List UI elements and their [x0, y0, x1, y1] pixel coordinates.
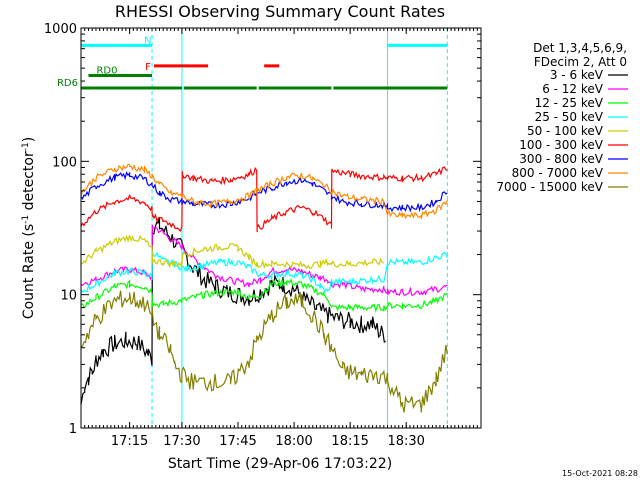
footer-timestamp: 15-Oct-2021 08:28: [562, 469, 638, 478]
y-tick-label: 10: [60, 289, 77, 304]
legend-entry-label: 3 - 6 keV: [550, 68, 604, 82]
y-axis-title-part: ): [21, 137, 37, 142]
x-tick-label: 18:00: [275, 434, 312, 449]
chart-title: RHESSI Observing Summary Count Rates: [115, 2, 445, 21]
series-line: [80, 277, 448, 313]
legend-entry-label: 12 - 25 keV: [535, 96, 604, 110]
legend-entry-label: 300 - 800 keV: [519, 152, 603, 166]
x-tick-label: 17:45: [219, 434, 256, 449]
x-tick-label: 18:30: [387, 434, 424, 449]
y-tick-label: 100: [52, 155, 77, 170]
y-axis-title-part: detector: [21, 151, 37, 215]
legend-entry-label: 7000 - 15000 keV: [496, 180, 603, 194]
state-bar-label: RD6: [57, 78, 78, 89]
legend-entry-label: 6 - 12 keV: [542, 82, 604, 96]
legend-header-line: Det 1,3,4,5,6,9,: [533, 41, 627, 55]
state-bar-label: N: [144, 35, 151, 46]
legend-entry-label: 50 - 100 keV: [527, 124, 604, 138]
series-line: [80, 234, 385, 270]
y-axis-title-sup: -1: [21, 215, 31, 224]
x-tick-label: 17:15: [111, 434, 148, 449]
y-tick-label: 1000: [44, 22, 77, 37]
x-tick-label: 17:30: [163, 434, 200, 449]
series-line: [80, 163, 448, 220]
state-bar-label: F: [145, 62, 151, 73]
y-axis-title-part: Count Rate (s: [21, 224, 37, 319]
y-tick-label: 1: [69, 422, 77, 437]
plot-frame: [80, 27, 482, 429]
series-line: [80, 166, 448, 233]
legend: Det 1,3,4,5,6,9, FDecim 2, Att 0 3 - 6 k…: [496, 41, 628, 194]
y-axis-title: Count Rate (s-1 detector-1): [21, 137, 37, 319]
x-tick-label: 18:15: [331, 434, 368, 449]
plot-area: N F RD0 RD6: [57, 28, 448, 428]
legend-entry-label: 800 - 7000 keV: [512, 166, 604, 180]
legend-entry-label: 100 - 300 keV: [519, 138, 603, 152]
series-line: [80, 216, 387, 405]
series-line: [80, 290, 448, 413]
state-bar-label: RD0: [96, 66, 117, 77]
axes: 17:15 17:30 17:45 18:00 18:15 18:30 1 10 100 1000: [44, 22, 481, 449]
legend-header-line: FDecim 2, Att 0: [534, 55, 627, 69]
y-axis-title-sup: -1: [21, 142, 31, 151]
legend-entry-label: 25 - 50 keV: [535, 110, 604, 124]
x-axis-title: Start Time (29-Apr-06 17:03:22): [168, 456, 392, 472]
series-line: [80, 249, 448, 294]
series-line: [80, 224, 448, 296]
